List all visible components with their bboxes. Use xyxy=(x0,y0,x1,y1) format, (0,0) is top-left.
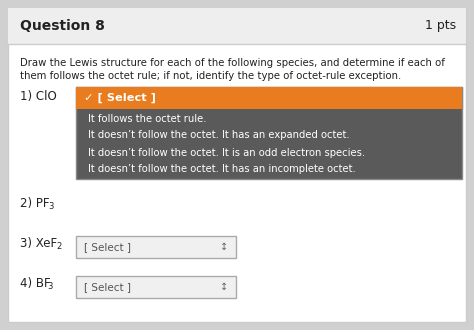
Text: 1 pts: 1 pts xyxy=(425,19,456,32)
Text: 4) BF: 4) BF xyxy=(20,277,51,290)
Text: It follows the octet rule.: It follows the octet rule. xyxy=(88,114,207,123)
Text: 1) ClO: 1) ClO xyxy=(20,90,57,103)
Text: [ Select ]: [ Select ] xyxy=(84,242,131,252)
Text: It doesn’t follow the octet. It has an incomplete octet.: It doesn’t follow the octet. It has an i… xyxy=(88,164,356,175)
Text: [ Select ]: [ Select ] xyxy=(84,282,131,292)
Bar xyxy=(76,87,462,109)
Text: 2: 2 xyxy=(56,242,61,251)
Text: ↕: ↕ xyxy=(220,242,228,252)
Text: ↕: ↕ xyxy=(220,282,228,292)
Bar xyxy=(76,87,462,179)
Text: 3: 3 xyxy=(47,282,52,291)
Text: them follows the octet rule; if not, identify the type of octet-rule exception.: them follows the octet rule; if not, ide… xyxy=(20,71,401,81)
Text: It doesn’t follow the octet. It has an expanded octet.: It doesn’t follow the octet. It has an e… xyxy=(88,130,350,141)
Bar xyxy=(8,8,466,44)
Bar xyxy=(76,236,236,258)
Text: 3: 3 xyxy=(48,202,54,211)
Text: 2) PF: 2) PF xyxy=(20,197,49,210)
Text: Question 8: Question 8 xyxy=(20,19,105,33)
Bar xyxy=(76,276,236,298)
Bar xyxy=(76,87,462,109)
Text: It doesn’t follow the octet. It is an odd electron species.: It doesn’t follow the octet. It is an od… xyxy=(88,148,365,157)
Text: 3) XeF: 3) XeF xyxy=(20,237,57,250)
Text: Draw the Lewis structure for each of the following species, and determine if eac: Draw the Lewis structure for each of the… xyxy=(20,58,445,68)
Text: ✓ [ Select ]: ✓ [ Select ] xyxy=(84,93,156,103)
